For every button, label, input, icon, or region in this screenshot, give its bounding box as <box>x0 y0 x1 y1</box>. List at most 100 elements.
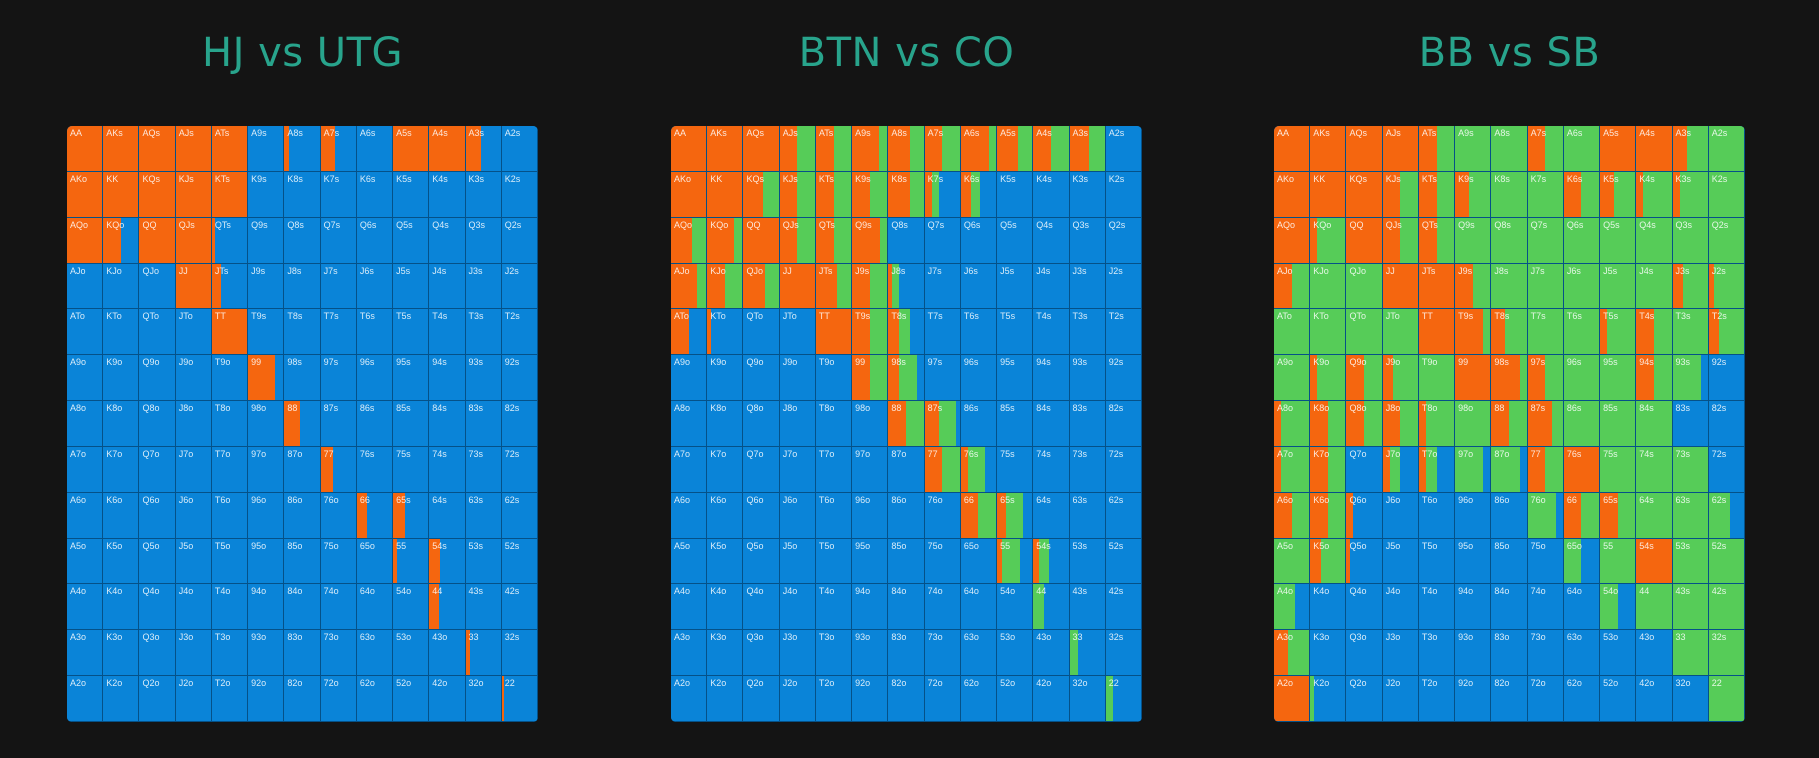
hand-cell-63o[interactable]: 63o <box>1563 630 1601 677</box>
hand-cell-K8o[interactable]: K8o <box>707 401 744 447</box>
hand-cell-AJs[interactable]: AJs <box>1382 126 1419 172</box>
hand-cell-K9s[interactable]: K9s <box>1455 171 1492 218</box>
hand-cell-74o[interactable]: 74o <box>320 584 357 631</box>
hand-cell-66[interactable]: 66 <box>356 492 394 539</box>
hand-cell-AKs[interactable]: AKs <box>1310 126 1347 172</box>
hand-cell-A7o[interactable]: A7o <box>67 446 104 493</box>
hand-cell-A2o[interactable]: A2o <box>67 676 104 722</box>
hand-cell-Q2s[interactable]: Q2s <box>1105 217 1142 264</box>
hand-cell-Q9o[interactable]: Q9o <box>139 355 176 402</box>
hand-cell-J3o[interactable]: J3o <box>1382 630 1419 677</box>
hand-cell-Q7o[interactable]: Q7o <box>139 446 176 493</box>
hand-cell-83o[interactable]: 83o <box>1491 630 1528 677</box>
hand-cell-43o[interactable]: 43o <box>1033 630 1070 677</box>
hand-cell-QJo[interactable]: QJo <box>1346 263 1383 310</box>
hand-cell-J6o[interactable]: J6o <box>779 492 816 539</box>
hand-cell-K4s[interactable]: K4s <box>1033 171 1070 218</box>
hand-cell-77[interactable]: 77 <box>1527 446 1564 493</box>
hand-cell-87o[interactable]: 87o <box>888 446 925 493</box>
hand-cell-95o[interactable]: 95o <box>1455 538 1492 585</box>
hand-cell-K4o[interactable]: K4o <box>1310 584 1347 631</box>
hand-cell-75o[interactable]: 75o <box>1527 538 1564 585</box>
hand-cell-72o[interactable]: 72o <box>924 676 961 722</box>
hand-cell-95o[interactable]: 95o <box>248 538 285 585</box>
hand-cell-QTs[interactable]: QTs <box>815 217 853 264</box>
hand-cell-83s[interactable]: 83s <box>1672 401 1709 447</box>
hand-cell-Q6o[interactable]: Q6o <box>1346 492 1383 539</box>
hand-cell-QTo[interactable]: QTo <box>139 309 176 356</box>
hand-cell-Q6s[interactable]: Q6s <box>356 217 394 264</box>
hand-cell-A7s[interactable]: A7s <box>1527 126 1564 172</box>
hand-cell-T3o[interactable]: T3o <box>815 630 853 677</box>
hand-cell-32o[interactable]: 32o <box>465 676 502 722</box>
hand-cell-K7o[interactable]: K7o <box>707 446 744 493</box>
hand-cell-73o[interactable]: 73o <box>924 630 961 677</box>
hand-cell-T9s[interactable]: T9s <box>1455 309 1492 356</box>
hand-cell-J6o[interactable]: J6o <box>175 492 212 539</box>
hand-cell-K3s[interactable]: K3s <box>1672 171 1709 218</box>
hand-cell-A5o[interactable]: A5o <box>67 538 104 585</box>
hand-cell-JTs[interactable]: JTs <box>211 263 249 310</box>
hand-cell-A4o[interactable]: A4o <box>1274 584 1311 631</box>
hand-cell-92o[interactable]: 92o <box>248 676 285 722</box>
hand-cell-Q7o[interactable]: Q7o <box>1346 446 1383 493</box>
hand-cell-42s[interactable]: 42s <box>1708 584 1745 631</box>
hand-cell-98s[interactable]: 98s <box>888 355 925 402</box>
hand-cell-ATs[interactable]: ATs <box>815 126 853 172</box>
hand-cell-54o[interactable]: 54o <box>997 584 1034 631</box>
hand-cell-T9o[interactable]: T9o <box>1418 355 1456 402</box>
hand-cell-J9o[interactable]: J9o <box>779 355 816 402</box>
hand-cell-62o[interactable]: 62o <box>960 676 998 722</box>
hand-cell-97s[interactable]: 97s <box>1527 355 1564 402</box>
hand-cell-98s[interactable]: 98s <box>1491 355 1528 402</box>
hand-cell-52o[interactable]: 52o <box>1600 676 1637 722</box>
hand-cell-T5s[interactable]: T5s <box>997 309 1034 356</box>
hand-cell-76o[interactable]: 76o <box>320 492 357 539</box>
hand-cell-A2s[interactable]: A2s <box>1708 126 1745 172</box>
hand-cell-76s[interactable]: 76s <box>960 446 998 493</box>
hand-cell-88[interactable]: 88 <box>888 401 925 447</box>
hand-cell-87o[interactable]: 87o <box>1491 446 1528 493</box>
hand-cell-QJs[interactable]: QJs <box>779 217 816 264</box>
hand-cell-Q5s[interactable]: Q5s <box>1600 217 1637 264</box>
hand-cell-T7o[interactable]: T7o <box>815 446 853 493</box>
hand-cell-AQo[interactable]: AQo <box>1274 217 1311 264</box>
hand-cell-J8o[interactable]: J8o <box>779 401 816 447</box>
hand-cell-Q7o[interactable]: Q7o <box>743 446 780 493</box>
hand-cell-A6o[interactable]: A6o <box>671 492 708 539</box>
hand-cell-K5s[interactable]: K5s <box>393 171 430 218</box>
hand-cell-KJs[interactable]: KJs <box>1382 171 1419 218</box>
hand-cell-32o[interactable]: 32o <box>1069 676 1106 722</box>
hand-cell-QTs[interactable]: QTs <box>211 217 249 264</box>
hand-cell-K4s[interactable]: K4s <box>1636 171 1673 218</box>
hand-cell-QQ[interactable]: QQ <box>139 217 176 264</box>
hand-cell-52s[interactable]: 52s <box>501 538 538 585</box>
hand-cell-44[interactable]: 44 <box>1033 584 1070 631</box>
hand-cell-73s[interactable]: 73s <box>465 446 502 493</box>
hand-cell-53s[interactable]: 53s <box>1069 538 1106 585</box>
hand-cell-Q6s[interactable]: Q6s <box>1563 217 1601 264</box>
hand-cell-93o[interactable]: 93o <box>852 630 889 677</box>
hand-cell-QQ[interactable]: QQ <box>743 217 780 264</box>
hand-cell-AJo[interactable]: AJo <box>67 263 104 310</box>
hand-cell-73o[interactable]: 73o <box>320 630 357 677</box>
hand-cell-Q2s[interactable]: Q2s <box>1708 217 1745 264</box>
hand-cell-63s[interactable]: 63s <box>1672 492 1709 539</box>
hand-cell-A8s[interactable]: A8s <box>1491 126 1528 172</box>
hand-cell-T5s[interactable]: T5s <box>393 309 430 356</box>
hand-cell-J8s[interactable]: J8s <box>888 263 925 310</box>
hand-cell-J3o[interactable]: J3o <box>779 630 816 677</box>
hand-cell-94s[interactable]: 94s <box>1636 355 1673 402</box>
hand-cell-Q2o[interactable]: Q2o <box>743 676 780 722</box>
hand-cell-96o[interactable]: 96o <box>852 492 889 539</box>
hand-cell-87o[interactable]: 87o <box>284 446 321 493</box>
hand-cell-JTs[interactable]: JTs <box>1418 263 1456 310</box>
hand-cell-T9o[interactable]: T9o <box>211 355 249 402</box>
hand-cell-KQs[interactable]: KQs <box>743 171 780 218</box>
hand-cell-Q5o[interactable]: Q5o <box>139 538 176 585</box>
hand-cell-T4s[interactable]: T4s <box>1636 309 1673 356</box>
hand-cell-T6o[interactable]: T6o <box>211 492 249 539</box>
hand-cell-QQ[interactable]: QQ <box>1346 217 1383 264</box>
hand-cell-A2o[interactable]: A2o <box>671 676 708 722</box>
hand-cell-K8s[interactable]: K8s <box>1491 171 1528 218</box>
